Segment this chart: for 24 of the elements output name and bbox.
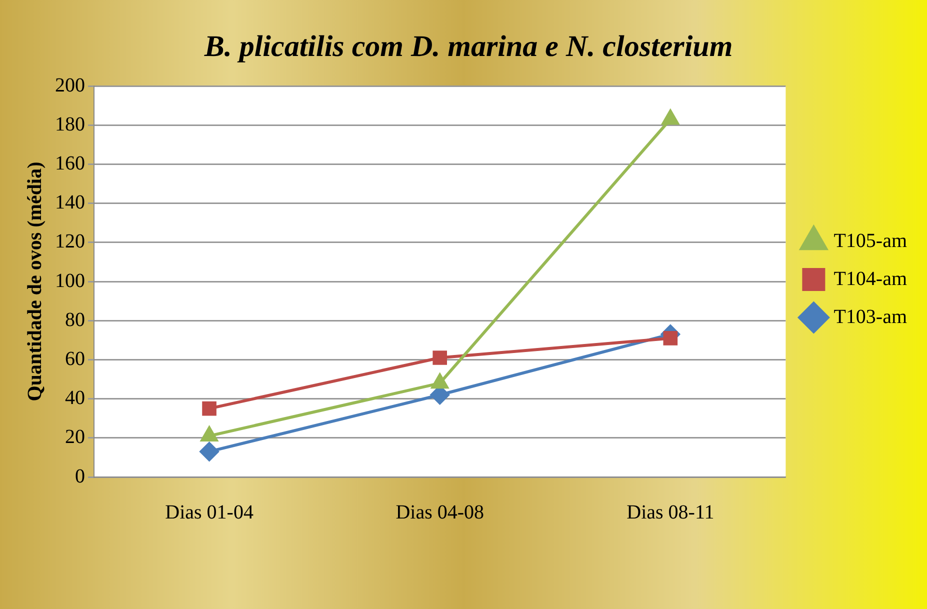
y-tick-label: 40: [65, 387, 85, 410]
y-tick-label: 140: [55, 192, 85, 214]
y-tick-label: 20: [65, 426, 85, 448]
chart-title: B. plicatilis com D. marina e N. closterium: [203, 30, 733, 63]
y-tick-label: 120: [55, 230, 85, 253]
point: [662, 110, 679, 125]
point: [202, 401, 216, 416]
legend-label: T104-am: [834, 268, 908, 290]
y-tick-label: 80: [65, 308, 85, 331]
y-tick-label: 60: [65, 348, 85, 370]
point: [432, 350, 447, 365]
legend-label: T103-am: [834, 306, 908, 328]
y-tick-label: 160: [55, 152, 85, 174]
legend-label: T105-am: [834, 230, 908, 252]
y-tick-label: 0: [75, 465, 85, 488]
y-tick-label: 180: [55, 113, 85, 136]
x-tick-label: Dias 01-04: [165, 501, 254, 524]
y-axis-title: Quantidade de ovos (média): [24, 162, 46, 402]
x-tick-label: Dias 08-11: [626, 501, 714, 524]
y-tick-label: 200: [55, 74, 85, 96]
point: [200, 442, 219, 462]
point: [663, 331, 678, 346]
y-tick-label: 100: [55, 270, 85, 292]
x-tick-label: Dias 04-08: [396, 501, 484, 524]
